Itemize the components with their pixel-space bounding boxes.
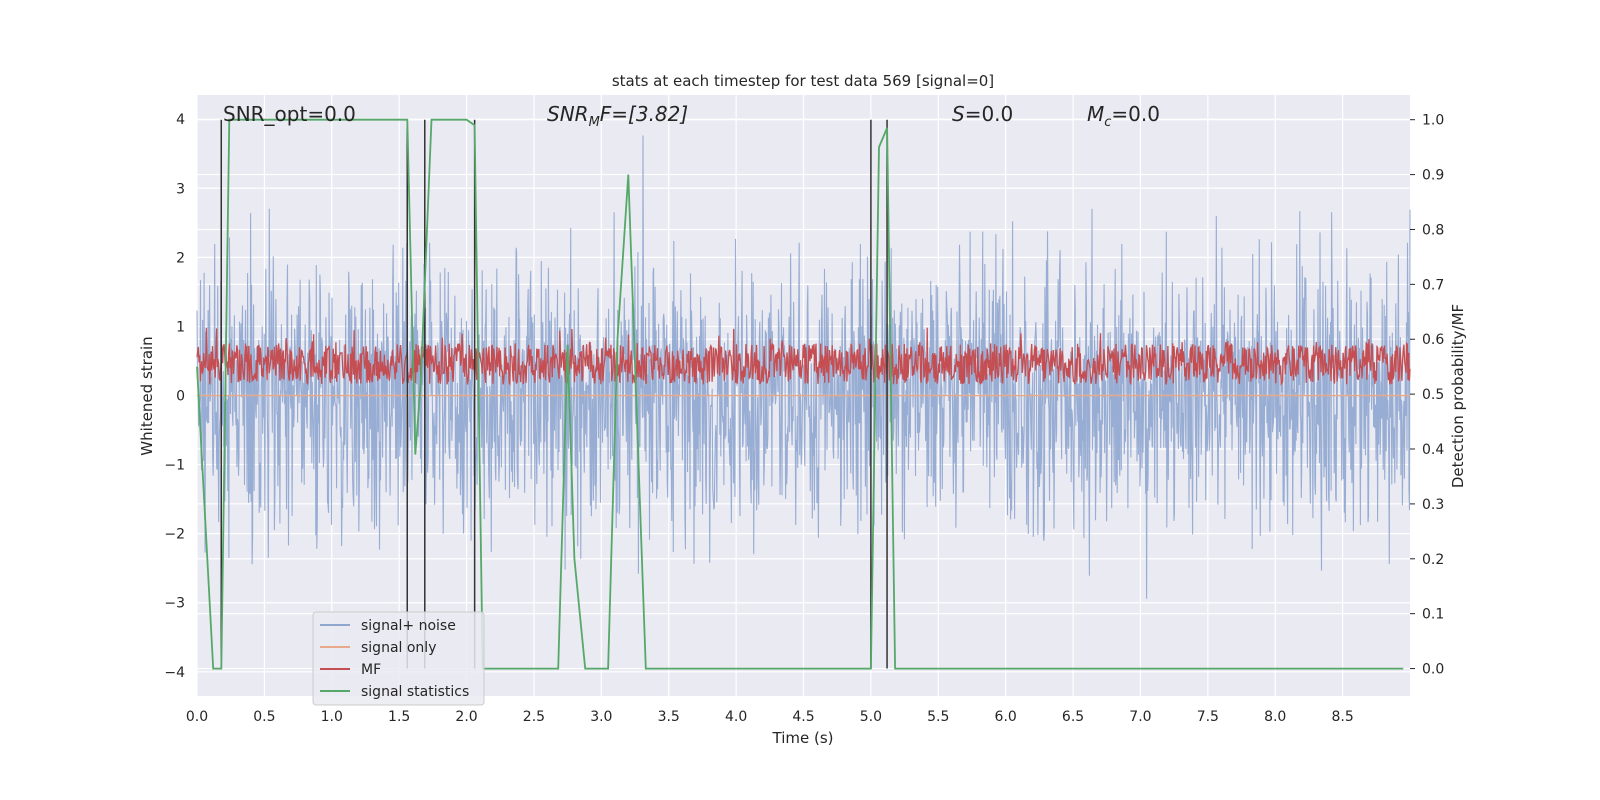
y-left-tick-label: 3 bbox=[176, 181, 185, 197]
x-tick-label: 0.0 bbox=[186, 709, 208, 725]
x-tick-label: 7.5 bbox=[1197, 709, 1219, 725]
y-left-tick-label: −3 bbox=[164, 596, 185, 612]
chart-title: stats at each timestep for test data 569… bbox=[612, 72, 994, 90]
mf-line bbox=[196, 327, 1411, 387]
x-tick-label: 0.5 bbox=[253, 709, 275, 725]
y-right-tick-label: 0.8 bbox=[1422, 222, 1444, 238]
x-tick-label: 2.0 bbox=[455, 709, 477, 725]
series-signal-noise bbox=[196, 135, 1411, 599]
y-left-tick-label: 2 bbox=[176, 250, 185, 266]
y-right-tick-label: 0.7 bbox=[1422, 277, 1444, 293]
y-right-tick-label: 0.4 bbox=[1422, 442, 1444, 458]
x-tick-label: 1.5 bbox=[388, 709, 410, 725]
x-tick-label: 5.5 bbox=[927, 709, 949, 725]
y-left-tick-label: −2 bbox=[164, 527, 185, 543]
y-left-tick-label: 1 bbox=[176, 319, 185, 335]
vertical-lines bbox=[220, 119, 888, 669]
x-tick-label: 1.0 bbox=[321, 709, 343, 725]
annotation-s-var: S bbox=[952, 102, 965, 126]
x-tick-label: 4.5 bbox=[792, 709, 814, 725]
x-axis-label: Time (s) bbox=[772, 729, 834, 747]
x-tick-label: 6.0 bbox=[995, 709, 1017, 725]
x-tick-label: 8.5 bbox=[1331, 709, 1353, 725]
legend-label-signal-only: signal only bbox=[361, 640, 436, 656]
legend-box bbox=[312, 611, 485, 706]
y-left-axis-label: Whitened strain bbox=[138, 336, 156, 455]
annotation-mc-sub: c bbox=[1104, 115, 1111, 130]
x-tick-label: 7.0 bbox=[1129, 709, 1151, 725]
legend-label-signal-statistics: signal statistics bbox=[361, 684, 469, 700]
annotation-snr-mf: SNRMF=[3.82] bbox=[547, 102, 688, 130]
x-tick-labels: 0.0 0.5 1.0 1.5 2.0 2.5 3.0 3.5 4.0 4.5 5.0 5.5 6.0 6… bbox=[186, 709, 1354, 725]
y-left-tick-label: −1 bbox=[164, 458, 185, 474]
legend: signal+ noise signal only MF signal stat… bbox=[312, 611, 485, 706]
annotation-snr-mf-sub: M bbox=[589, 115, 600, 130]
signal-statistics-line bbox=[196, 118, 1404, 670]
series-mf bbox=[196, 327, 1411, 387]
y-left-tick-labels: 4 3 2 1 0 −1 −2 −3 −4 bbox=[164, 112, 185, 681]
legend-label-mf: MF bbox=[361, 662, 381, 678]
y-left-tick-label: −4 bbox=[164, 665, 185, 681]
y-right-tick-label: 0.1 bbox=[1422, 607, 1444, 623]
annotation-snr-mf-base: SNR bbox=[547, 102, 589, 126]
x-tick-label: 6.5 bbox=[1062, 709, 1084, 725]
y-right-tick-label: 0.9 bbox=[1422, 168, 1444, 184]
y-left-tick-label: 4 bbox=[176, 112, 185, 128]
y-right-tick-label: 0.2 bbox=[1422, 552, 1444, 568]
x-tick-label: 4.0 bbox=[725, 709, 747, 725]
annotation-mc: Mc=0.0 bbox=[1087, 102, 1160, 130]
y-right-axis-label: Detection probability/MF bbox=[1449, 304, 1467, 488]
x-tick-label: 3.5 bbox=[658, 709, 680, 725]
y-right-tick-label: 0.3 bbox=[1422, 497, 1444, 513]
annotation-snr-opt: SNR_opt=0.0 bbox=[223, 102, 356, 126]
x-tick-label: 2.5 bbox=[523, 709, 545, 725]
y-right-tick-label: 0.5 bbox=[1422, 387, 1444, 403]
legend-label-signal-noise: signal+ noise bbox=[361, 618, 456, 634]
y-right-tick-labels: 1.0 0.9 0.8 0.7 0.6 0.5 0.4 0.3 0.2 0.1 0.0 bbox=[1410, 113, 1444, 678]
x-tick-label: 5.0 bbox=[860, 709, 882, 725]
x-tick-label: 3.0 bbox=[590, 709, 612, 725]
annotation-s-val: =0.0 bbox=[965, 102, 1014, 126]
y-right-tick-label: 0.6 bbox=[1422, 332, 1444, 348]
x-tick-label: 8.0 bbox=[1264, 709, 1286, 725]
annotation-mc-val: =0.0 bbox=[1111, 102, 1160, 126]
signal-noise-line bbox=[196, 135, 1411, 599]
y-left-tick-label: 0 bbox=[176, 389, 185, 405]
y-right-tick-label: 0.0 bbox=[1422, 662, 1444, 678]
annotation-s: S=0.0 bbox=[952, 102, 1013, 126]
annotation-snr-mf-tail: F=[3.82] bbox=[600, 102, 688, 126]
annotation-mc-var: M bbox=[1087, 102, 1104, 126]
y-right-tick-label: 1.0 bbox=[1422, 113, 1444, 129]
series-signal-statistics bbox=[196, 118, 1404, 670]
